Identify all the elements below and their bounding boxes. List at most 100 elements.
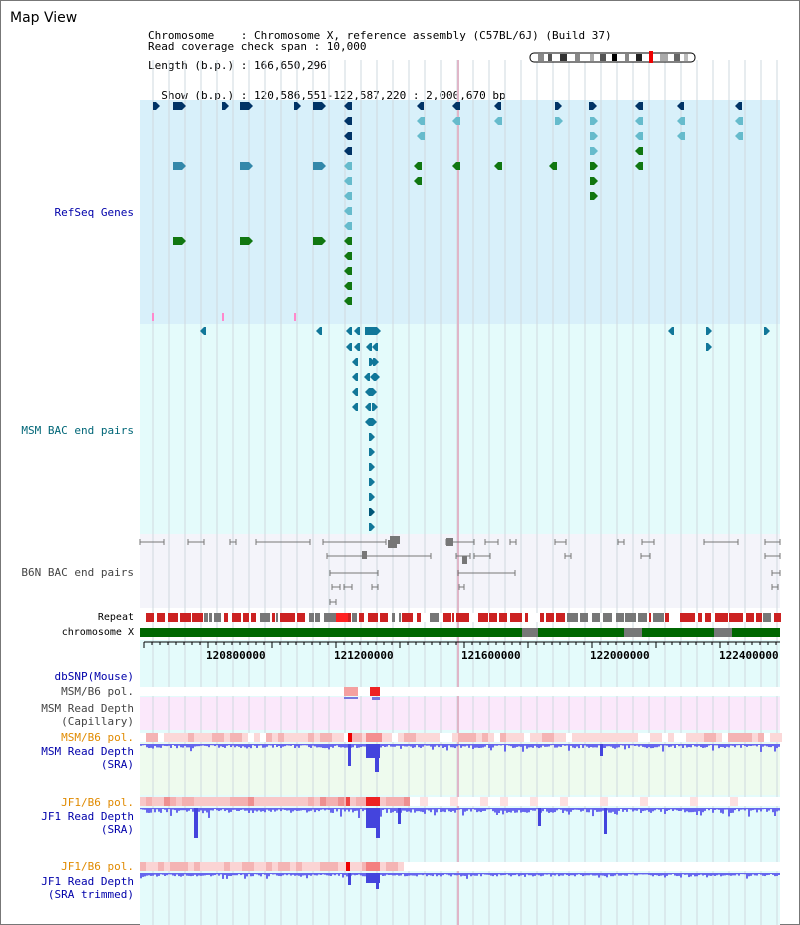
depth-bar	[548, 744, 550, 747]
pol-cell	[608, 733, 614, 742]
depth-bar	[764, 873, 766, 877]
pol-cell	[710, 733, 716, 742]
msm-b6-pol2-label[interactable]: MSM/B6 pol.	[61, 731, 134, 744]
depth-bar	[482, 808, 484, 811]
depth-bar	[162, 873, 164, 875]
depth-bar	[546, 873, 548, 875]
depth-bar	[722, 808, 724, 814]
depth-bar	[274, 873, 276, 875]
depth-bar	[226, 744, 228, 746]
depth-bar	[678, 808, 680, 811]
repeat-block	[698, 613, 702, 622]
jf1-read-depth-sra-label[interactable]: JF1 Read Depth (SRA)	[41, 810, 134, 836]
depth-bar	[340, 808, 342, 817]
depth-bar	[674, 744, 676, 748]
depth-bar	[768, 808, 770, 811]
pol-cell	[158, 733, 164, 742]
chromosome-label: chromosome X	[61, 627, 134, 638]
depth-bar	[436, 744, 438, 746]
depth-bar	[756, 744, 758, 747]
depth-bar	[276, 744, 278, 747]
pol-cell	[290, 862, 296, 871]
depth-bar	[524, 873, 526, 877]
gene-arrow	[494, 117, 502, 125]
depth-bar	[414, 873, 416, 876]
depth-bar	[566, 808, 568, 812]
pol-cell	[548, 733, 554, 742]
depth-bar	[584, 808, 586, 810]
pol-cell	[260, 733, 266, 742]
depth-bar	[230, 744, 232, 748]
pol-cell	[764, 733, 770, 742]
depth-bar	[606, 873, 608, 878]
depth-bar	[412, 744, 414, 748]
depth-bar	[556, 873, 558, 875]
depth-bar	[664, 808, 666, 814]
depth-bar	[442, 808, 444, 812]
pol-cell	[392, 797, 398, 806]
axis-tick-label: 121200000	[334, 649, 394, 662]
pol-cell	[170, 797, 176, 806]
pol-cell	[206, 862, 212, 871]
depth-bar	[684, 873, 686, 875]
pol-cell	[170, 862, 176, 871]
depth-bar	[322, 744, 324, 748]
depth-bar	[168, 744, 170, 746]
refseq-genes-label[interactable]: RefSeq Genes	[54, 206, 134, 219]
pol-cell	[176, 862, 182, 871]
jf1-trim-line2: (SRA trimmed)	[47, 888, 134, 901]
depth-bar	[770, 808, 772, 810]
gene-arrow	[371, 418, 377, 426]
depth-bar	[620, 873, 622, 876]
depth-bar	[452, 744, 454, 748]
depth-bar	[432, 873, 434, 877]
depth-bar	[174, 808, 176, 811]
gene-arrow	[417, 117, 425, 125]
depth-bar	[258, 744, 260, 746]
ideogram-band	[538, 54, 544, 61]
depth-bar	[232, 744, 234, 746]
repeat-block	[443, 613, 451, 622]
depth-bar	[740, 808, 742, 810]
gene-arrow	[365, 403, 371, 411]
jf1-b6-pol2-label[interactable]: JF1/B6 pol.	[61, 860, 134, 873]
depth-bar	[212, 873, 214, 876]
pol-cell	[458, 733, 464, 742]
depth-bar	[528, 873, 530, 876]
pol-cell	[320, 797, 326, 806]
pol-strip-bg	[140, 687, 780, 696]
depth-bar	[140, 744, 142, 746]
msm-bac-end-pairs-label[interactable]: MSM BAC end pairs	[21, 424, 134, 437]
depth-bar	[482, 744, 484, 748]
depth-bar	[686, 744, 688, 748]
depth-bar	[460, 873, 462, 877]
b6n-bac-end-pairs-label[interactable]: B6N BAC end pairs	[21, 566, 134, 579]
depth-bar	[272, 873, 274, 875]
depth-bar	[182, 808, 184, 811]
gene-arrow	[369, 493, 375, 501]
depth-bar	[140, 808, 142, 810]
depth-bar	[450, 744, 452, 748]
ideogram-band	[636, 54, 642, 61]
repeat-block	[649, 613, 651, 622]
depth-bar	[362, 744, 364, 747]
msm-read-depth-sra-label[interactable]: MSM Read Depth (SRA)	[41, 745, 134, 771]
msm-read-depth-capillary-label[interactable]: MSM Read Depth (Capillary)	[41, 702, 134, 728]
pol-cell	[284, 797, 290, 806]
jf1-b6-pol-label[interactable]: JF1/B6 pol.	[61, 796, 134, 809]
msm-b6-pol-label[interactable]: MSM/B6 pol.	[61, 685, 134, 698]
repeat-block	[209, 613, 212, 622]
depth-bar	[304, 744, 306, 746]
depth-bar	[776, 744, 778, 749]
depth-bar	[698, 808, 700, 812]
dbsnp-label[interactable]: dbSNP(Mouse)	[54, 670, 134, 683]
jf1-read-depth-trimmed-label[interactable]: JF1 Read Depth (SRA trimmed)	[41, 875, 134, 901]
depth-bar	[736, 873, 738, 875]
depth-bar	[714, 873, 716, 876]
depth-bar	[412, 873, 414, 876]
depth-bar	[220, 744, 222, 747]
depth-bar	[358, 744, 360, 748]
pol-cell	[392, 862, 398, 871]
depth-bar	[190, 873, 192, 877]
